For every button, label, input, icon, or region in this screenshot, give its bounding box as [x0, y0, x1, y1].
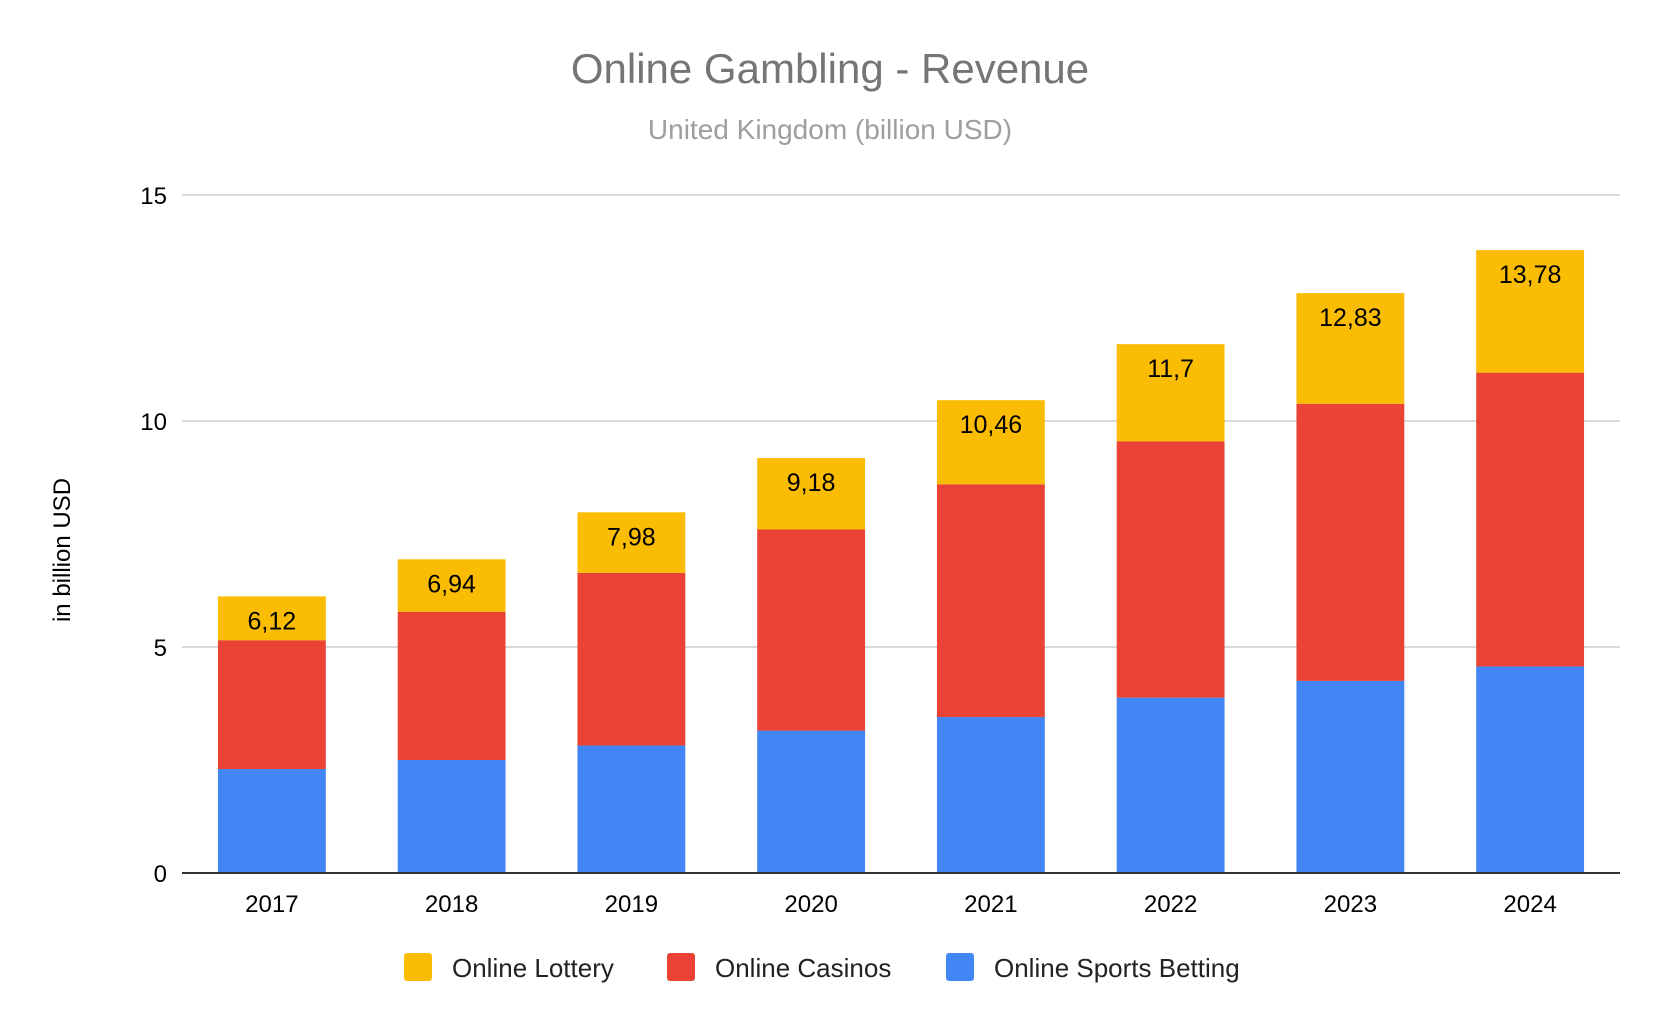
bar-segment: [936, 717, 1045, 873]
bar-segment: [1296, 403, 1405, 681]
data-label: 6,94: [427, 570, 476, 598]
bar-segment: [936, 484, 1045, 718]
bar-segment: [1116, 697, 1225, 873]
chart-subtitle: United Kingdom (billion USD): [648, 114, 1012, 145]
bars: [217, 250, 1585, 873]
y-tick-label: 5: [154, 635, 167, 662]
x-axis: 2017 2018 2019 2020 2021 2022 2023 2024: [182, 872, 1620, 918]
y-axis-title: in billion USD: [49, 478, 76, 622]
bar-segment: [1296, 293, 1405, 404]
y-tick-label: 0: [154, 861, 167, 888]
y-tick-label: 10: [140, 409, 167, 436]
data-label: 13,78: [1499, 261, 1562, 289]
legend-swatch: [946, 953, 974, 981]
legend-swatch: [404, 953, 432, 981]
bar-segment: [757, 730, 866, 873]
bar-segment: [577, 512, 686, 573]
bar-segment: [1116, 344, 1225, 442]
bar-segment: [577, 745, 686, 873]
bar-segment: [397, 760, 506, 873]
x-tick-label: 2023: [1324, 891, 1377, 918]
data-labels: 6,12 6,94 7,98 9,18 10,46 11,7 12,83 13,78: [248, 261, 1562, 635]
bar-segment: [397, 611, 506, 760]
data-label: 11,7: [1147, 355, 1194, 383]
x-tick-label: 2019: [605, 891, 658, 918]
bar-segment: [577, 572, 686, 746]
bar-segment: [1476, 372, 1585, 667]
x-tick-label: 2021: [964, 891, 1017, 918]
x-tick-label: 2022: [1144, 891, 1197, 918]
legend-swatch: [667, 953, 695, 981]
legend: Online Lottery Online Casinos Online Sport…: [404, 953, 1240, 983]
data-label: 7,98: [607, 523, 656, 551]
bar-segment: [936, 400, 1045, 485]
bar-segment: [1296, 680, 1405, 873]
chart-title: Online Gambling - Revenue: [571, 45, 1089, 92]
bar-segment: [217, 640, 326, 770]
bar-segment: [757, 458, 866, 530]
x-tick-label: 2017: [245, 891, 298, 918]
bar-segment: [397, 559, 506, 612]
bar-segment: [217, 596, 326, 641]
bar-segment: [1116, 441, 1225, 698]
legend-item-label: Online Casinos: [715, 953, 891, 983]
bar-segment: [1476, 666, 1585, 873]
x-tick-label: 2018: [425, 891, 478, 918]
x-tick-label: 2020: [784, 891, 837, 918]
bar-segment: [1476, 250, 1585, 373]
data-label: 12,83: [1319, 304, 1382, 332]
data-label: 9,18: [787, 469, 836, 497]
legend-item-label: Online Sports Betting: [994, 953, 1240, 983]
x-tick-label: 2024: [1503, 891, 1556, 918]
bar-segment: [217, 769, 326, 873]
data-label: 10,46: [960, 411, 1023, 439]
bar-segment: [757, 529, 866, 731]
legend-item-label: Online Lottery: [452, 953, 614, 983]
data-label: 6,12: [248, 607, 297, 635]
y-tick-label: 15: [140, 183, 167, 210]
